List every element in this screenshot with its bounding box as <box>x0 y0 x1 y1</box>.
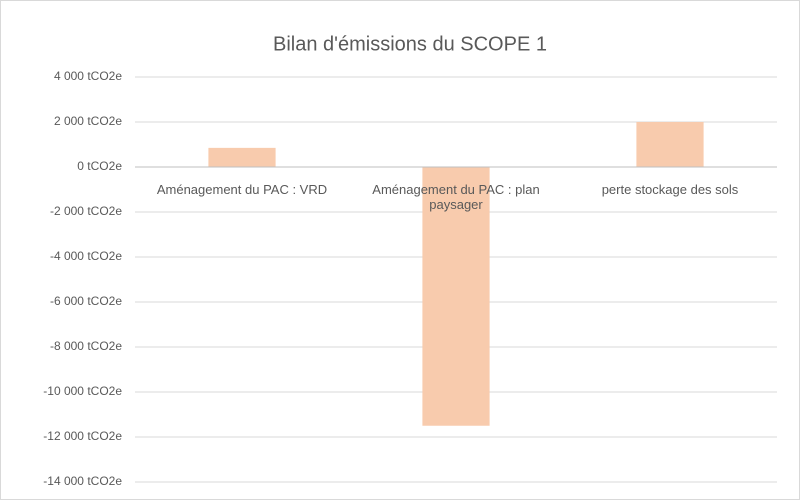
bar <box>208 147 276 167</box>
chart-title: Bilan d'émissions du SCOPE 1 <box>273 33 547 55</box>
y-tick-label: -10 000 tCO2e <box>43 384 122 398</box>
y-tick-label: -4 000 tCO2e <box>50 249 122 263</box>
x-tick-label-box: Aménagement du PAC : plan paysager <box>372 182 540 212</box>
bar <box>636 122 704 167</box>
y-tick-label: -12 000 tCO2e <box>43 429 122 443</box>
x-tick-label: Aménagement du PAC : plan paysager <box>372 182 540 212</box>
y-tick-label: -8 000 tCO2e <box>50 339 122 353</box>
y-tick-label: -6 000 tCO2e <box>50 294 122 308</box>
y-tick-label: 0 tCO2e <box>77 159 122 173</box>
x-tick-label: perte stockage des sols <box>601 182 739 197</box>
bar <box>422 167 490 426</box>
y-tick-label: -2 000 tCO2e <box>50 204 122 218</box>
y-tick-label: 4 000 tCO2e <box>54 69 122 83</box>
x-tick-label: Aménagement du PAC : VRD <box>156 182 328 197</box>
y-tick-label: 2 000 tCO2e <box>54 114 122 128</box>
y-tick-label: -14 000 tCO2e <box>43 474 122 488</box>
x-tick-label-box: Aménagement du PAC : VRD <box>156 182 328 197</box>
x-tick-label-box: perte stockage des sols <box>601 182 739 197</box>
